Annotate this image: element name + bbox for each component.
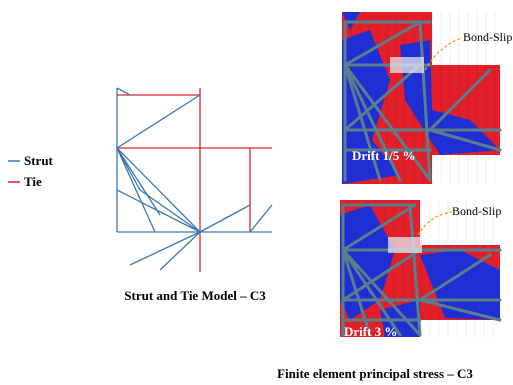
strut xyxy=(250,205,272,232)
strut xyxy=(200,205,250,232)
strut xyxy=(130,232,200,265)
fe-panel xyxy=(340,200,500,337)
strut xyxy=(117,88,130,95)
caption: Finite element principal stress – C3 xyxy=(277,366,473,381)
strut xyxy=(117,190,200,232)
callout: Bond-Slip xyxy=(463,30,512,44)
callout: Bond-Slip xyxy=(452,204,501,218)
strut xyxy=(117,95,200,148)
strut xyxy=(117,148,155,232)
legend-tie: Tie xyxy=(24,174,42,189)
strut xyxy=(140,190,200,232)
strut xyxy=(160,232,200,270)
panel-label: Drift 1/5 % xyxy=(352,148,416,163)
legend-strut: Strut xyxy=(24,153,54,168)
panel-label: Drift 3 % xyxy=(344,324,397,339)
bond-slip-zone xyxy=(388,237,422,253)
strut-tie-model xyxy=(117,88,272,272)
left-caption: Strut and Tie Model – C3 xyxy=(124,288,266,303)
bond-slip-zone xyxy=(390,57,424,73)
legend: Strut Tie xyxy=(8,153,54,189)
strut xyxy=(117,148,160,215)
callout-line xyxy=(418,212,452,235)
figure: Strut Tie Strut and Tie Model – C3 Drift… xyxy=(0,0,513,385)
strut xyxy=(117,148,200,232)
